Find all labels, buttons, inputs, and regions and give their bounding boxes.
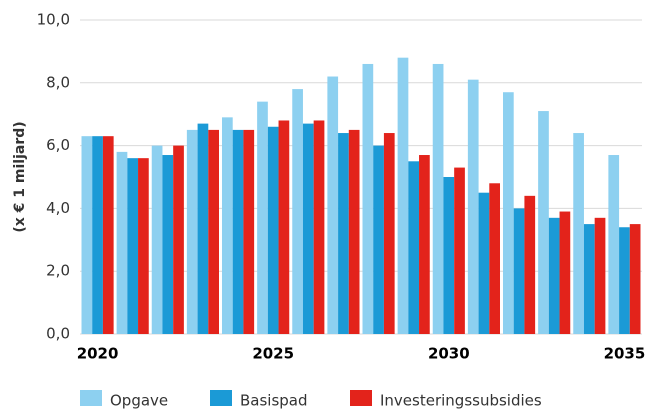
bar: [629, 224, 641, 334]
legend-swatch: [350, 390, 372, 406]
bar: [338, 133, 349, 334]
bar: [313, 120, 325, 334]
bar: [573, 133, 584, 334]
bar: [583, 224, 595, 334]
y-tick-label: 2,0: [46, 262, 70, 280]
bar: [503, 92, 514, 334]
x-tick-label: 2020: [77, 345, 119, 363]
bar: [608, 155, 620, 334]
y-tick-label: 0,0: [46, 325, 70, 343]
y-tick-label: 4,0: [46, 199, 70, 217]
bar: [222, 117, 233, 334]
bar: [548, 217, 560, 334]
bar: [327, 76, 339, 335]
bar: [162, 155, 174, 334]
bar: [302, 123, 314, 335]
bar: [419, 155, 430, 334]
bar: [454, 167, 465, 334]
bar: [186, 129, 198, 334]
y-axis-label: (x € 1 miljard): [12, 121, 28, 232]
y-tick-label: 10,0: [37, 11, 70, 29]
bar: [373, 145, 384, 334]
y-tick-label: 8,0: [46, 73, 70, 91]
bar: [138, 158, 149, 334]
bar: [197, 123, 209, 335]
x-tick-label: 2035: [604, 345, 646, 363]
bar: [278, 120, 290, 334]
legend-label: Opgave: [110, 392, 168, 410]
bar: [127, 158, 139, 334]
bar: [538, 111, 549, 334]
bar: [232, 129, 244, 334]
x-tick-label: 2025: [252, 345, 294, 363]
y-tick-label: 6,0: [46, 136, 70, 154]
bar: [559, 211, 571, 334]
legend-swatch: [80, 390, 102, 406]
bar: [513, 208, 525, 334]
bar: [102, 136, 114, 334]
bar: [257, 101, 268, 334]
legend-label: Basispad: [240, 392, 308, 410]
bar: [173, 145, 184, 334]
bar: [348, 129, 360, 334]
bar: [151, 145, 163, 334]
bar: [292, 89, 303, 334]
bar: [243, 129, 255, 334]
legend-label: Investeringssubsidies: [380, 392, 542, 410]
bar: [489, 183, 500, 334]
x-tick-label: 2030: [428, 345, 470, 363]
bar: [594, 217, 606, 334]
bar: [362, 63, 374, 335]
bar: [397, 57, 409, 335]
bar: [116, 151, 128, 334]
bar: [619, 227, 630, 334]
bar: [524, 195, 536, 334]
bar: [443, 177, 455, 334]
bar: [92, 136, 103, 334]
bar: [478, 192, 490, 334]
bar: [467, 79, 479, 334]
bar: [208, 129, 219, 334]
bar: [267, 126, 279, 334]
bar: [81, 136, 93, 334]
bar: [408, 161, 420, 334]
bar: [432, 63, 444, 335]
bar: [383, 133, 395, 334]
legend-swatch: [210, 390, 232, 406]
